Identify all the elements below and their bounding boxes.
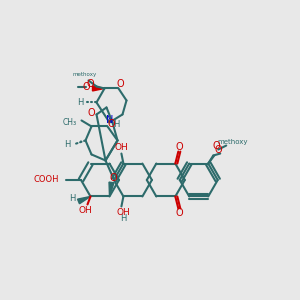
Text: O: O (176, 142, 183, 152)
Text: methoxy: methoxy (72, 72, 97, 77)
Text: O: O (117, 80, 124, 89)
Text: H: H (113, 120, 120, 129)
Text: O: O (212, 140, 220, 151)
Text: O: O (108, 119, 115, 130)
Text: H: H (77, 98, 84, 107)
Text: OH: OH (79, 206, 92, 215)
Text: H: H (64, 140, 71, 149)
Text: N: N (106, 116, 113, 125)
Text: ': ' (80, 140, 81, 146)
Polygon shape (77, 196, 91, 204)
Text: methoxy: methoxy (217, 139, 248, 145)
Text: OH: OH (116, 208, 130, 217)
Text: H: H (120, 214, 127, 223)
Text: O: O (110, 173, 117, 184)
Text: OH: OH (115, 143, 128, 152)
Text: O: O (87, 80, 94, 89)
Polygon shape (92, 86, 104, 91)
Text: CH₃: CH₃ (62, 118, 76, 127)
Text: O: O (83, 82, 90, 92)
Text: O: O (214, 145, 222, 154)
Text: COOH: COOH (34, 176, 59, 184)
Text: O: O (88, 109, 95, 118)
Text: H: H (69, 194, 76, 203)
Text: O: O (176, 208, 183, 218)
Polygon shape (109, 182, 114, 196)
